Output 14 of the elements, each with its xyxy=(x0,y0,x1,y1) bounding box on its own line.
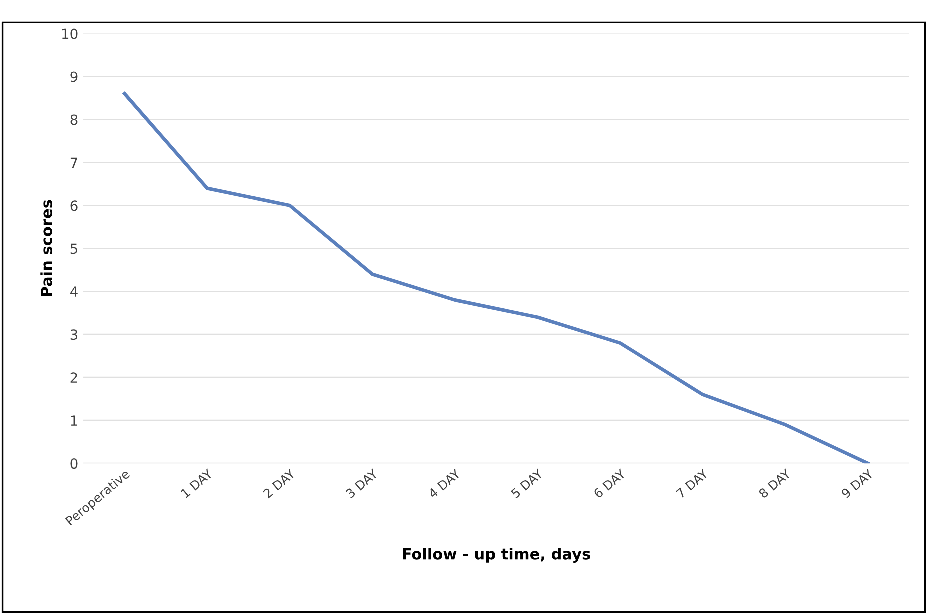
y-tick-label: 9 xyxy=(70,72,78,82)
y-tick-label: 7 xyxy=(70,158,78,168)
y-tick-label: 10 xyxy=(62,28,78,40)
y-tick-label: 2 xyxy=(70,372,78,383)
y-tick-label: 3 xyxy=(70,330,78,340)
y-tick-label: 0 xyxy=(70,458,78,470)
y-tick-label: 8 xyxy=(70,114,78,126)
line-series xyxy=(123,92,870,464)
y-axis-title: Pain scores xyxy=(40,200,52,296)
y-tick-label: 6 xyxy=(70,200,78,212)
y-tick-label: 1 xyxy=(71,416,78,426)
y-tick-label: 4 xyxy=(70,286,78,297)
y-tick-label: 5 xyxy=(70,244,78,254)
x-axis-title: Follow - up time, days xyxy=(403,548,590,563)
